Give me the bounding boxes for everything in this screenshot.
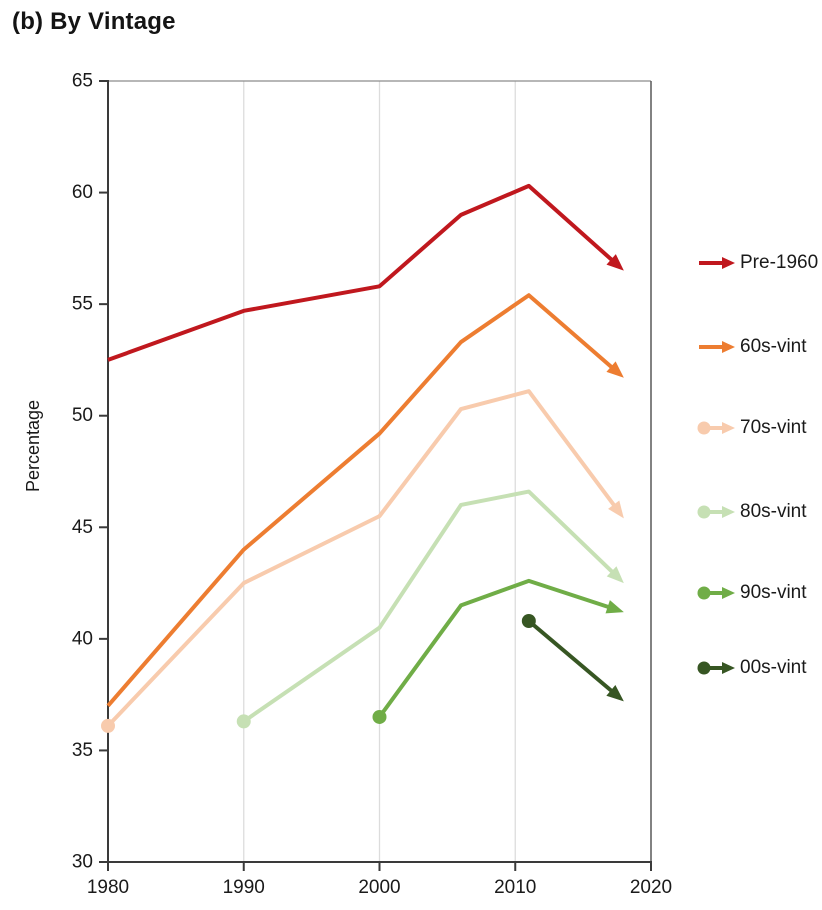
series-Pre-1960	[107, 183, 624, 362]
series-arrow-90s-vint	[605, 600, 624, 614]
series-90s-vint	[372, 578, 624, 724]
series-line-60s-vint	[106, 293, 619, 708]
series-arrow-70s-vint	[608, 500, 624, 519]
series-arrow-Pre-1960	[606, 254, 624, 271]
series-80s-vint	[236, 489, 624, 729]
series-start-dot-70s-vint	[101, 718, 115, 733]
y-tick-label-35: 35	[72, 740, 93, 761]
series-line-70s-vint	[106, 389, 621, 728]
series-line-Pre-1960	[107, 183, 619, 362]
y-tick-label-60: 60	[72, 182, 93, 203]
chart-title: (b) By Vintage	[12, 8, 176, 35]
y-tick-label-30: 30	[72, 852, 93, 873]
series-arrow-80s-vint	[606, 566, 624, 584]
y-tick-label-65: 65	[72, 71, 93, 92]
x-tick-label-2000: 2000	[358, 877, 400, 898]
series-arrow-00s-vint	[606, 685, 624, 702]
series-start-dot-80s-vint	[236, 714, 251, 729]
x-tick-label-1990: 1990	[223, 877, 265, 898]
y-tick-label-55: 55	[72, 294, 93, 315]
y-tick-label-50: 50	[72, 405, 93, 426]
series-60s-vint	[106, 293, 624, 708]
y-tick-label-40: 40	[72, 628, 93, 649]
series-00s-vint	[521, 614, 624, 702]
series-start-dot-00s-vint	[521, 614, 536, 629]
series-line-90s-vint	[377, 578, 616, 719]
series-line-80s-vint	[242, 489, 619, 724]
x-tick-label-2010: 2010	[494, 877, 536, 898]
x-tick-label-1980: 1980	[87, 877, 129, 898]
series-line-00s-vint	[527, 619, 619, 698]
y-tick-label-45: 45	[72, 517, 93, 538]
series-arrow-60s-vint	[606, 361, 624, 378]
series-start-dot-90s-vint	[372, 709, 387, 724]
x-tick-label-2020: 2020	[630, 877, 672, 898]
series-70s-vint	[101, 389, 624, 733]
